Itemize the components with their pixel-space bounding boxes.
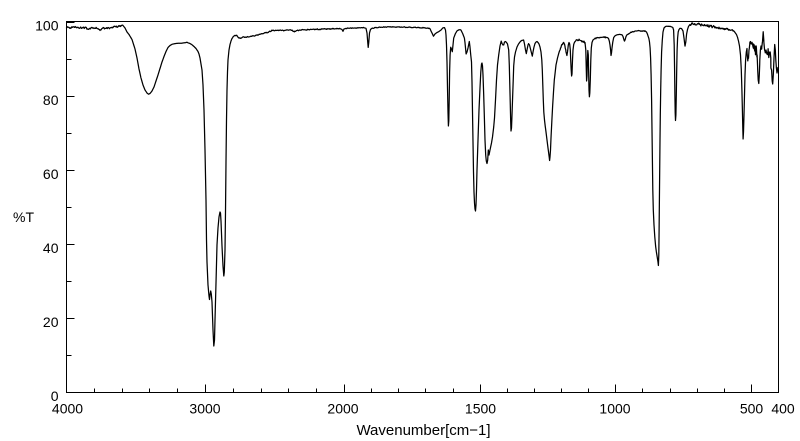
svg-text:100: 100 <box>35 18 59 34</box>
svg-text:2000: 2000 <box>327 401 358 417</box>
svg-text:Wavenumber[cm−1]: Wavenumber[cm−1] <box>356 422 490 439</box>
svg-text:0: 0 <box>51 388 59 404</box>
svg-text:%T: %T <box>13 209 34 225</box>
svg-text:40: 40 <box>43 240 59 256</box>
svg-text:3000: 3000 <box>189 401 220 417</box>
svg-text:4000: 4000 <box>52 401 83 417</box>
svg-text:500: 500 <box>740 401 764 417</box>
svg-text:1000: 1000 <box>599 401 630 417</box>
svg-text:20: 20 <box>43 314 59 330</box>
svg-text:80: 80 <box>43 92 59 108</box>
svg-text:60: 60 <box>43 166 59 182</box>
svg-text:1500: 1500 <box>465 401 496 417</box>
svg-text:400: 400 <box>771 401 795 417</box>
